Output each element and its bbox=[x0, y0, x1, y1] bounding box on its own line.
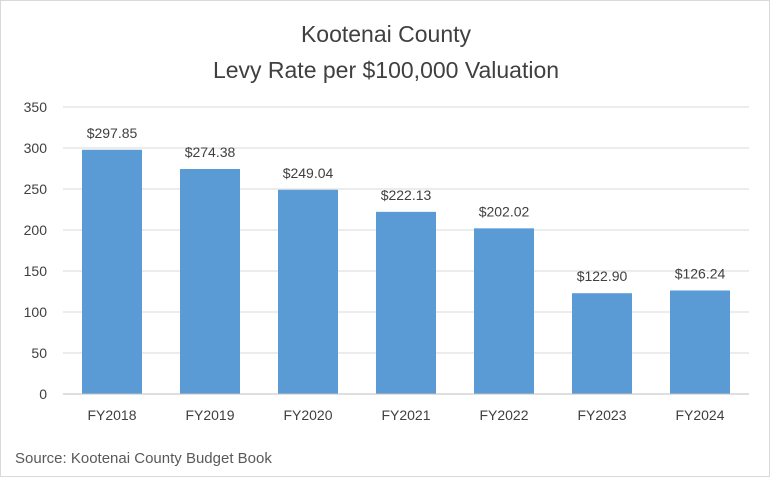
y-tick-label: 300 bbox=[24, 140, 48, 156]
chart-title-line-1: Kootenai County bbox=[301, 21, 472, 47]
y-axis-tick-labels: 0 50 100 150 200 250 300 350 bbox=[24, 99, 48, 402]
x-axis-tick-labels: FY2018 FY2019 FY2020 FY2021 FY2022 FY2023 FY20… bbox=[87, 407, 724, 423]
data-label-fy2023: $122.90 bbox=[577, 268, 628, 284]
x-tick-label-fy2024: FY2024 bbox=[675, 407, 724, 423]
y-tick-label: 100 bbox=[24, 304, 48, 320]
x-tick-label-fy2020: FY2020 bbox=[283, 407, 332, 423]
bar-fy2022 bbox=[474, 228, 534, 394]
data-label-fy2018: $297.85 bbox=[87, 125, 138, 141]
y-tick-label: 0 bbox=[39, 386, 47, 402]
data-labels: $297.85 $274.38 $249.04 $222.13 $202.02 $122.… bbox=[87, 125, 726, 284]
data-label-fy2024: $126.24 bbox=[675, 265, 726, 281]
y-tick-label: 200 bbox=[24, 222, 48, 238]
bar-fy2020 bbox=[278, 189, 338, 394]
bar-fy2023 bbox=[572, 293, 632, 394]
source-note: Source: Kootenai County Budget Book bbox=[15, 450, 272, 467]
x-tick-label-fy2019: FY2019 bbox=[185, 407, 234, 423]
x-tick-label-fy2021: FY2021 bbox=[381, 407, 430, 423]
data-label-fy2020: $249.04 bbox=[283, 165, 334, 181]
data-label-fy2022: $202.02 bbox=[479, 203, 530, 219]
bar-fy2019 bbox=[180, 169, 240, 394]
x-tick-label-fy2018: FY2018 bbox=[87, 407, 136, 423]
bar-fy2024 bbox=[670, 290, 730, 394]
x-tick-label-fy2022: FY2022 bbox=[479, 407, 528, 423]
data-label-fy2021: $222.13 bbox=[381, 187, 432, 203]
bar-fy2018 bbox=[82, 149, 142, 394]
y-tick-label: 150 bbox=[24, 263, 48, 279]
chart-title-line-2: Levy Rate per $100,000 Valuation bbox=[213, 57, 559, 83]
y-tick-label: 50 bbox=[31, 345, 47, 361]
bar-fy2021 bbox=[376, 211, 436, 394]
x-tick-label-fy2023: FY2023 bbox=[577, 407, 626, 423]
y-tick-label: 350 bbox=[24, 99, 48, 115]
bars bbox=[82, 149, 730, 394]
y-tick-label: 250 bbox=[24, 181, 48, 197]
data-label-fy2019: $274.38 bbox=[185, 144, 236, 160]
